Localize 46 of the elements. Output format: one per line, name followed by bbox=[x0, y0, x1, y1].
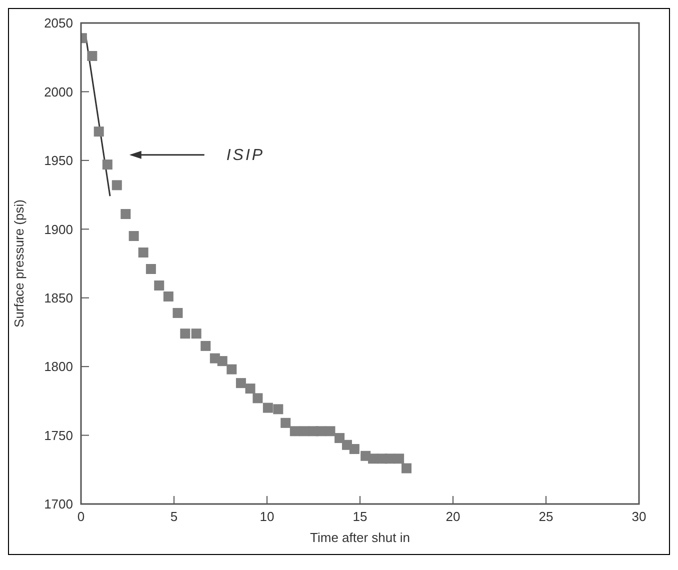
point bbox=[146, 264, 156, 274]
point bbox=[349, 444, 360, 454]
y-tick-label: 1950 bbox=[44, 153, 73, 168]
point bbox=[163, 291, 174, 302]
point bbox=[112, 180, 122, 190]
x-tick-label: 10 bbox=[260, 509, 274, 524]
x-tick-label: 25 bbox=[538, 509, 554, 524]
y-tick-label: 1900 bbox=[44, 222, 73, 237]
point bbox=[172, 308, 183, 318]
annotation: ISIP bbox=[226, 146, 265, 164]
point bbox=[120, 209, 131, 220]
y-tick-label: 1850 bbox=[44, 290, 73, 306]
point bbox=[191, 328, 202, 339]
y-axis-title: Surface pressure (psi) bbox=[12, 200, 27, 328]
point bbox=[217, 356, 228, 366]
y-tick-label: 1750 bbox=[44, 428, 73, 443]
point bbox=[290, 426, 300, 436]
point bbox=[280, 418, 291, 428]
y-tick-label: 2050 bbox=[44, 16, 73, 31]
point bbox=[138, 248, 148, 258]
point bbox=[273, 404, 284, 414]
y-tick-label: 1800 bbox=[44, 359, 73, 374]
y-tick-label: 2000 bbox=[44, 84, 73, 100]
point bbox=[334, 433, 345, 444]
point bbox=[394, 454, 404, 464]
point bbox=[245, 384, 256, 394]
point bbox=[154, 280, 164, 290]
x-tick-label: 15 bbox=[352, 509, 368, 524]
x-tick-label: 30 bbox=[632, 509, 646, 524]
y-tick-label: 1700 bbox=[44, 496, 73, 512]
point bbox=[226, 364, 237, 374]
point bbox=[236, 378, 246, 388]
x-axis-title: Time after shut in bbox=[310, 530, 410, 545]
point bbox=[325, 426, 336, 436]
point bbox=[180, 328, 190, 339]
point bbox=[128, 231, 139, 242]
point bbox=[252, 393, 263, 404]
point bbox=[102, 160, 112, 170]
point bbox=[402, 463, 412, 474]
point bbox=[94, 126, 104, 137]
x-tick-label: 20 bbox=[446, 509, 460, 524]
point bbox=[200, 340, 211, 351]
point bbox=[262, 402, 273, 413]
x-tick-label: 0 bbox=[77, 509, 85, 524]
point bbox=[87, 50, 98, 61]
x-tick-label: 5 bbox=[170, 509, 178, 524]
